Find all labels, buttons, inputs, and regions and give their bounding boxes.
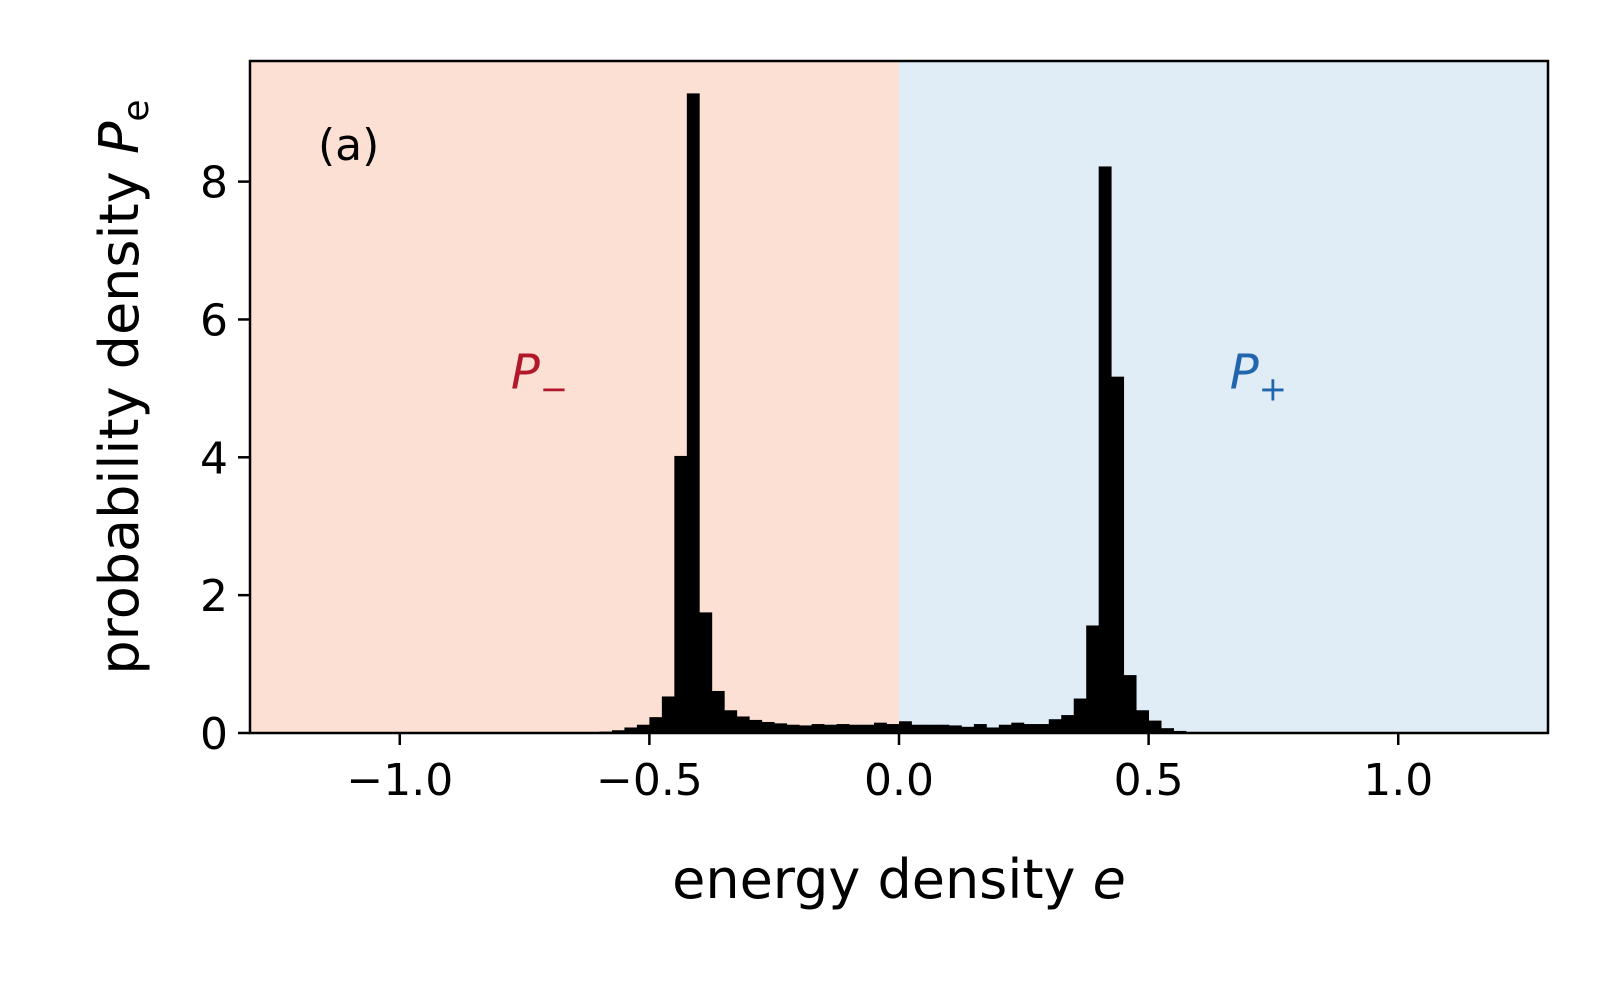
histogram-bar-5 — [611, 730, 625, 733]
histogram-bar-16 — [749, 719, 763, 733]
region-label-P_plus: P+ — [1230, 344, 1287, 409]
region-label-sub: − — [540, 369, 569, 409]
histogram-bar-32 — [948, 725, 962, 733]
region-label-letter: P — [511, 344, 540, 400]
histogram-bar-14 — [724, 710, 738, 733]
histogram-bar-6 — [624, 727, 638, 733]
region-label-P_minus: P− — [511, 344, 568, 409]
histogram-bar-18 — [774, 723, 788, 733]
y-tick-label: 8 — [200, 158, 228, 209]
histogram-bar-43 — [1086, 625, 1100, 733]
y-axis-title: probability density Pe — [88, 99, 157, 674]
region-P_minus — [250, 61, 899, 733]
histogram-bar-49 — [1161, 728, 1174, 733]
histogram-bar-17 — [761, 721, 775, 733]
histogram-bars — [549, 93, 1224, 734]
histogram-bar-10 — [674, 455, 688, 733]
histogram-bar-22 — [824, 724, 837, 733]
histogram-bar-26 — [874, 722, 887, 733]
histogram-bar-40 — [1048, 719, 1062, 733]
x-axis-title-var: e — [1093, 848, 1126, 911]
x-tick-label: 0.5 — [1114, 755, 1184, 806]
histogram-bar-37 — [1011, 722, 1025, 733]
histogram-bar-9 — [661, 696, 675, 733]
histogram-bar-45 — [1111, 376, 1125, 733]
x-tick-label: 1.0 — [1363, 755, 1433, 806]
histogram-bar-7 — [636, 724, 650, 733]
histogram-bar-38 — [1023, 724, 1037, 733]
histogram-bar-39 — [1036, 724, 1050, 733]
histogram-bar-42 — [1073, 698, 1087, 733]
histogram-bar-27 — [886, 724, 900, 733]
y-axis-title-gap — [88, 154, 151, 171]
x-tick-label: −1.0 — [346, 755, 453, 806]
histogram-bar-47 — [1136, 710, 1150, 733]
histogram-bar-35 — [986, 727, 1000, 733]
x-tick-label: 0.0 — [864, 755, 934, 806]
histogram-bar-12 — [699, 612, 713, 733]
histogram-bar-13 — [711, 690, 725, 733]
histogram-bar-29 — [911, 724, 925, 733]
histogram-bar-44 — [1098, 166, 1112, 734]
histogram-bar-20 — [799, 725, 813, 733]
histogram-bar-25 — [861, 724, 875, 733]
y-tick-label: 0 — [200, 709, 228, 760]
x-tick-label: −0.5 — [596, 755, 703, 806]
y-axis-title-text: probability density — [88, 171, 151, 674]
x-axis-title-text: energy density — [672, 848, 1075, 911]
histogram-bar-28 — [899, 721, 912, 733]
histogram-bar-19 — [786, 724, 800, 733]
y-tick-label: 2 — [200, 571, 228, 622]
histogram-bar-31 — [936, 724, 950, 733]
region-labels: P− P+ — [511, 344, 1287, 409]
y-tick-label: 6 — [200, 295, 228, 346]
histogram-bar-34 — [973, 724, 987, 733]
histogram-bar-15 — [736, 716, 750, 733]
region-label-sub: + — [1259, 369, 1288, 409]
region-label-letter: P — [1230, 344, 1259, 400]
histogram-bar-11 — [686, 93, 700, 733]
y-axis-ticks: 0 2 4 6 8 — [200, 158, 250, 760]
x-axis-title-gap — [1075, 848, 1092, 911]
y-axis-title-var: P — [88, 121, 151, 154]
x-axis-ticks: −1.0 −0.5 0.0 0.5 1.0 — [346, 733, 1433, 806]
histogram-bar-33 — [961, 726, 975, 733]
y-tick-label: 4 — [200, 433, 228, 484]
histogram-bar-24 — [849, 724, 862, 733]
shaded-regions — [250, 61, 1548, 733]
region-P_plus — [899, 61, 1548, 733]
y-axis-title-sub: e — [116, 99, 157, 121]
panel-label: (a) — [318, 120, 379, 171]
histogram-bar-36 — [998, 724, 1012, 733]
histogram-bar-21 — [811, 724, 825, 733]
x-axis-title: energy density e — [672, 848, 1126, 911]
histogram-bar-41 — [1061, 715, 1075, 733]
histogram-bar-48 — [1148, 720, 1162, 733]
histogram-bar-46 — [1123, 675, 1137, 733]
histogram-bar-8 — [649, 717, 663, 733]
histogram-bar-23 — [836, 724, 850, 733]
histogram-bar-30 — [923, 724, 937, 733]
